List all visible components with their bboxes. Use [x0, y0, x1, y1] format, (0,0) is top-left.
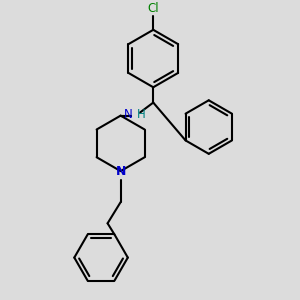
Text: H: H [137, 107, 146, 121]
Text: N: N [124, 107, 133, 121]
Text: Cl: Cl [148, 2, 159, 15]
Text: N: N [116, 165, 126, 178]
